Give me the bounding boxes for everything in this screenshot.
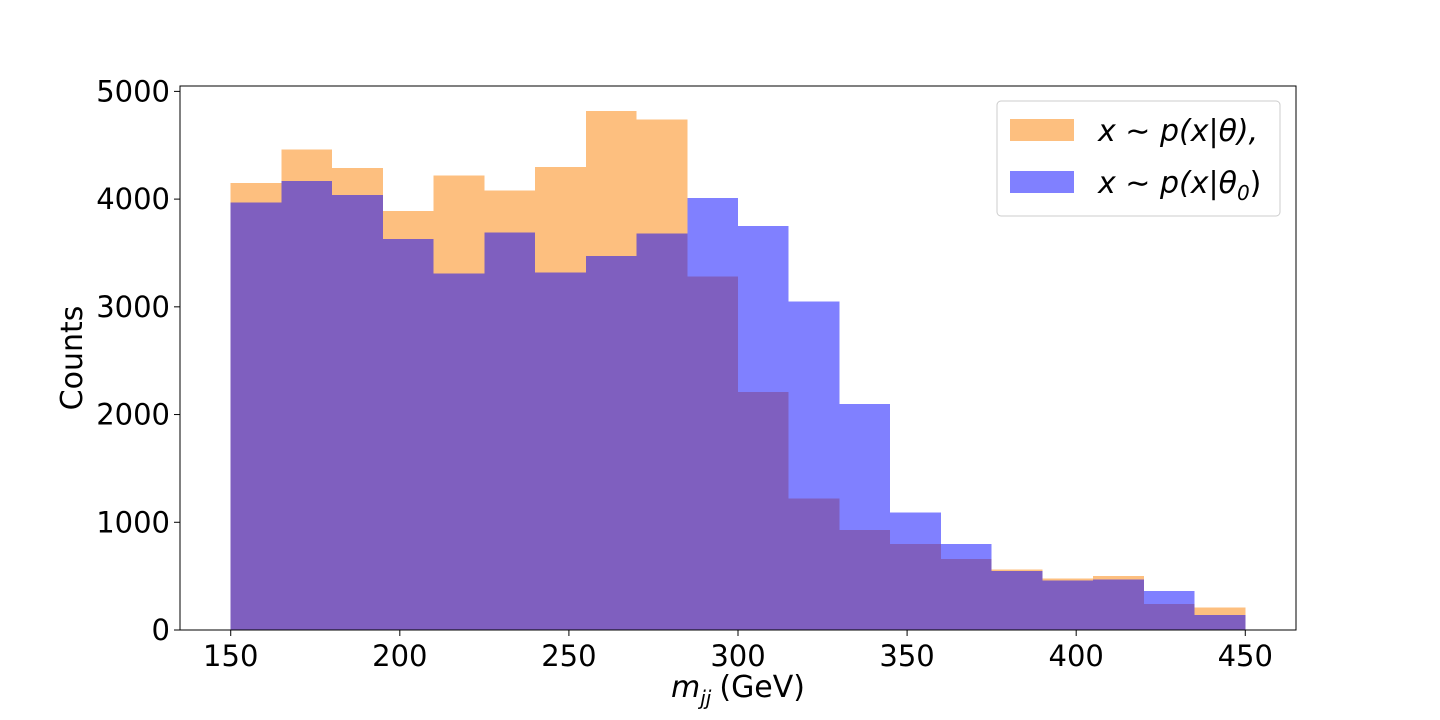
hist-bar-overlap bbox=[585, 256, 637, 630]
y-axis-title: Counts bbox=[55, 306, 90, 411]
hist-bar-series-1 bbox=[1042, 578, 1094, 581]
x-tick-label: 400 bbox=[1049, 639, 1104, 673]
legend: x ∼ p(x|θ), x ∼ p(x|θ0) bbox=[996, 100, 1281, 217]
hist-bar-overlap bbox=[382, 238, 434, 630]
hist-bar-overlap bbox=[991, 570, 1043, 630]
legend-swatch-series-2 bbox=[1010, 171, 1074, 193]
hist-bar-series-1 bbox=[382, 210, 434, 239]
x-axis-title-sub: jj bbox=[697, 686, 712, 710]
x-tick-label: 200 bbox=[372, 639, 427, 673]
x-axis-title-var: m bbox=[671, 670, 700, 705]
legend-label-series-2-sub: 0 bbox=[1237, 181, 1250, 205]
hist-bar-overlap bbox=[940, 558, 992, 630]
legend-label-series-2: x ∼ p(x|θ0) bbox=[1097, 166, 1261, 205]
hist-bar-overlap bbox=[230, 202, 282, 631]
hist-bar-overlap bbox=[281, 180, 333, 631]
legend-label-series-1: x ∼ p(x|θ), bbox=[1097, 114, 1258, 149]
x-tick-label: 300 bbox=[710, 639, 765, 673]
hist-bar-overlap bbox=[839, 529, 891, 630]
hist-bar-overlap bbox=[890, 543, 941, 630]
x-axis-title-unit: (GeV) bbox=[719, 670, 805, 705]
hist-bar-series-2 bbox=[1143, 591, 1195, 605]
hist-bar-overlap bbox=[636, 233, 688, 630]
hist-bar-overlap bbox=[332, 194, 383, 631]
hist-bar-series-1 bbox=[332, 167, 383, 195]
hist-bar-overlap bbox=[738, 391, 789, 630]
hist-bar-series-1 bbox=[433, 175, 485, 274]
hist-bar-series-2 bbox=[788, 301, 840, 499]
x-tick-label: 450 bbox=[1218, 639, 1273, 673]
hist-bar-overlap bbox=[1042, 580, 1094, 630]
hist-bar-series-1 bbox=[281, 149, 333, 181]
y-tick-label: 3000 bbox=[96, 290, 170, 324]
hist-bar-overlap bbox=[788, 498, 840, 630]
x-tick-label: 150 bbox=[203, 639, 258, 673]
y-tick-label: 5000 bbox=[96, 74, 170, 108]
legend-label-series-2-main: x ∼ p(x|θ bbox=[1097, 166, 1237, 201]
x-axis: 150 200 250 300 350 400 450 bbox=[203, 630, 1273, 673]
hist-bar-series-2 bbox=[839, 403, 891, 530]
hist-bar-series-1 bbox=[991, 569, 1043, 571]
y-tick-label: 1000 bbox=[96, 505, 170, 539]
hist-bar-overlap bbox=[484, 232, 536, 630]
hist-bar-series-2 bbox=[687, 198, 738, 277]
hist-bar-series-1 bbox=[1194, 607, 1246, 615]
hist-bar-overlap bbox=[1093, 579, 1144, 630]
x-tick-label: 350 bbox=[879, 639, 934, 673]
y-tick-label: 0 bbox=[152, 613, 170, 647]
hist-bar-series-2 bbox=[738, 226, 789, 392]
hist-bar-overlap bbox=[1143, 604, 1195, 630]
hist-bar-series-1 bbox=[1093, 576, 1144, 580]
legend-label-series-2-close: ) bbox=[1250, 166, 1262, 201]
hist-bar-series-1 bbox=[535, 166, 586, 273]
y-axis: 0 1000 2000 3000 4000 5000 bbox=[96, 74, 180, 647]
bars-layer bbox=[230, 110, 1246, 631]
y-tick-label: 4000 bbox=[96, 182, 170, 216]
hist-bar-series-1 bbox=[636, 119, 688, 234]
hist-bar-series-1 bbox=[585, 110, 637, 257]
y-tick-label: 2000 bbox=[96, 398, 170, 432]
hist-bar-series-1 bbox=[484, 190, 536, 233]
hist-bar-overlap bbox=[535, 272, 586, 630]
hist-bar-series-2 bbox=[890, 512, 941, 544]
x-axis-title: mjj (GeV) bbox=[671, 670, 805, 710]
hist-bar-series-2 bbox=[940, 543, 992, 559]
hist-bar-overlap bbox=[687, 276, 738, 630]
hist-bar-overlap bbox=[1194, 614, 1246, 630]
hist-bar-series-1 bbox=[230, 182, 282, 203]
legend-swatch-series-1 bbox=[1010, 119, 1074, 141]
x-tick-label: 250 bbox=[541, 639, 596, 673]
hist-bar-overlap bbox=[433, 273, 485, 630]
